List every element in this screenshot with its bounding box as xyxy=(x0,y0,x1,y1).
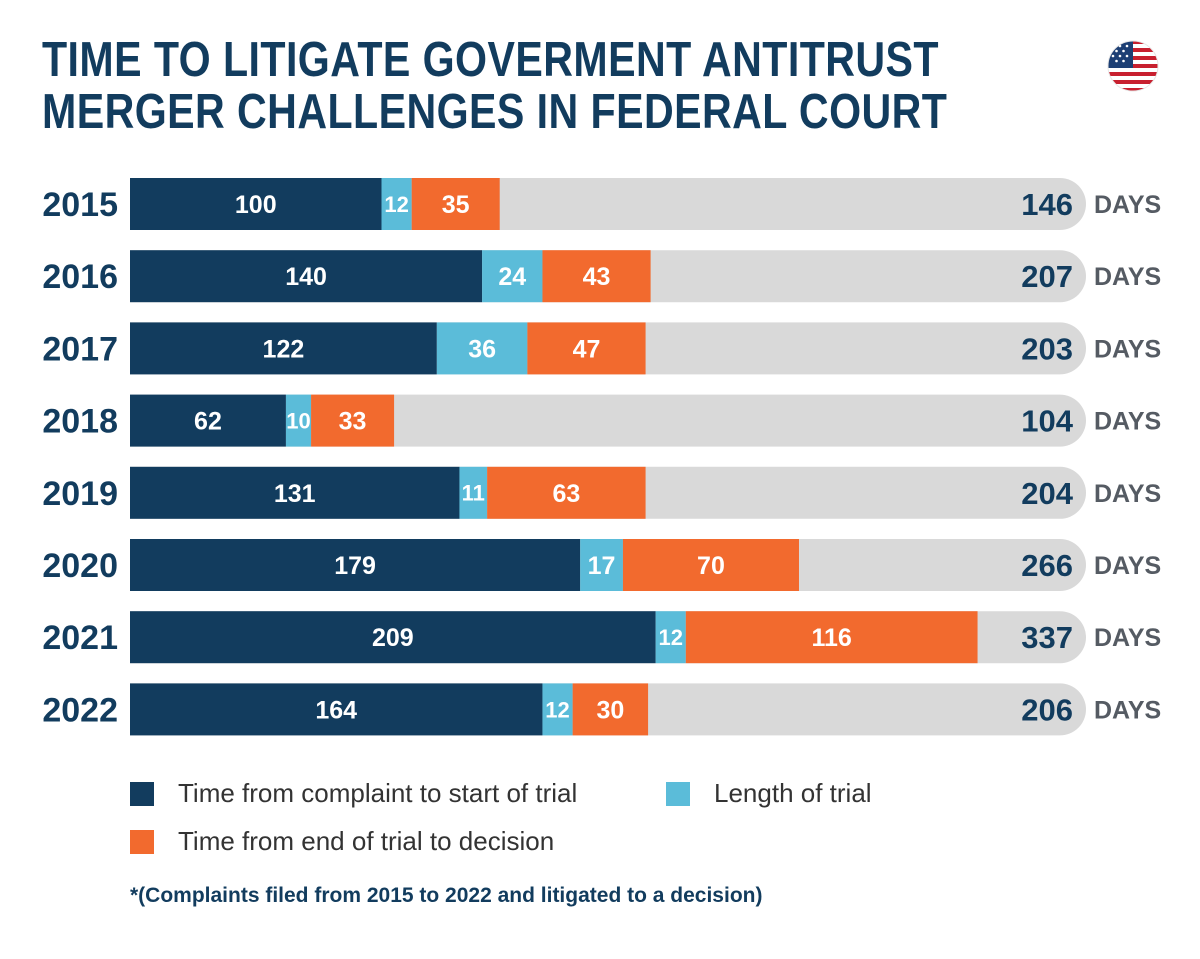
bar-segment-trial-to-decision-2016 xyxy=(542,250,651,303)
data-label-trial-to-decision-2017: 47 xyxy=(573,335,601,363)
legend-swatch-complaint-to-trial xyxy=(130,781,154,806)
bar-segment-trial-to-decision-2019 xyxy=(487,466,646,519)
total-unit-2020: DAYS xyxy=(1094,552,1161,580)
data-label-complaint-to-trial-2021: 209 xyxy=(372,624,414,652)
bar-segment-trial-to-decision-2018 xyxy=(311,394,395,447)
bar-segment-complaint-to-trial-2015 xyxy=(130,178,382,230)
category-label-2020: 2020 xyxy=(42,547,118,585)
data-label-trial-length-2017: 36 xyxy=(468,335,496,363)
total-unit-2021: DAYS xyxy=(1094,624,1161,652)
category-label-2021: 2021 xyxy=(42,619,118,657)
bar-segment-trial-length-2021 xyxy=(655,611,686,664)
us-flag-icon xyxy=(1107,40,1159,92)
data-label-trial-length-2016: 24 xyxy=(498,263,526,291)
bar-segment-trial-length-2022 xyxy=(542,683,573,736)
data-label-complaint-to-trial-2016: 140 xyxy=(285,263,327,291)
data-label-complaint-to-trial-2019: 131 xyxy=(274,480,316,508)
total-unit-2017: DAYS xyxy=(1094,335,1161,363)
category-label-2018: 2018 xyxy=(42,403,118,441)
bar-segment-trial-to-decision-2022 xyxy=(572,683,649,736)
legend-label-trial-length: Length of trial xyxy=(714,778,872,808)
bar-segment-complaint-to-trial-2019 xyxy=(130,466,460,519)
total-label-2020: 266 xyxy=(1021,548,1073,583)
legend-item-trial-to-decision: Time from end of trial to decision xyxy=(130,826,554,857)
data-label-trial-to-decision-2021: 116 xyxy=(812,624,852,652)
bar-segment-complaint-to-trial-2022 xyxy=(130,683,543,736)
bar-segment-complaint-to-trial-2016 xyxy=(130,250,483,303)
total-label-2015: 146 xyxy=(1021,187,1073,222)
bar-segment-trial-length-2019 xyxy=(459,466,488,519)
data-label-trial-to-decision-2015: 35 xyxy=(442,191,470,219)
total-label-2016: 207 xyxy=(1021,259,1073,294)
data-label-trial-to-decision-2020: 70 xyxy=(697,552,725,580)
bar-segment-trial-to-decision-2021 xyxy=(685,611,978,664)
total-label-2018: 104 xyxy=(1021,404,1073,439)
category-label-2017: 2017 xyxy=(42,330,118,368)
data-label-trial-to-decision-2016: 43 xyxy=(583,263,611,291)
data-label-complaint-to-trial-2018: 62 xyxy=(194,408,222,436)
bar-segment-trial-to-decision-2020 xyxy=(622,539,799,591)
category-label-2015: 2015 xyxy=(42,186,118,224)
data-label-trial-to-decision-2019: 63 xyxy=(552,480,580,508)
total-unit-2019: DAYS xyxy=(1094,480,1161,508)
legend-swatch-trial-length xyxy=(666,781,690,806)
bar-segment-complaint-to-trial-2021 xyxy=(130,611,656,664)
bar-segment-trial-to-decision-2015 xyxy=(411,178,500,230)
data-label-trial-length-2021: 12 xyxy=(658,625,682,650)
bar-segment-trial-length-2020 xyxy=(580,539,623,591)
bar-segment-trial-length-2018 xyxy=(285,394,312,447)
data-label-trial-length-2020: 17 xyxy=(588,552,616,580)
legend-label-trial-to-decision: Time from end of trial to decision xyxy=(178,826,555,856)
bar-segment-trial-length-2017 xyxy=(436,322,528,375)
data-label-trial-to-decision-2018: 33 xyxy=(339,408,367,436)
data-label-trial-length-2015: 12 xyxy=(384,192,408,217)
data-label-complaint-to-trial-2015: 100 xyxy=(235,191,277,219)
legend-swatch-trial-to-decision xyxy=(130,829,154,854)
total-label-2021: 337 xyxy=(1021,620,1073,655)
total-unit-2018: DAYS xyxy=(1094,408,1161,436)
category-label-2016: 2016 xyxy=(42,258,118,296)
footnote: *(Complaints filed from 2015 to 2022 and… xyxy=(130,884,763,907)
total-label-2022: 206 xyxy=(1021,692,1073,727)
chart-title: TIME TO LITIGATE GOVERMENT ANTITRUST MER… xyxy=(42,33,948,139)
data-label-trial-length-2022: 12 xyxy=(545,697,569,722)
total-label-2017: 203 xyxy=(1021,331,1073,366)
data-label-complaint-to-trial-2020: 179 xyxy=(334,552,376,580)
bar-segment-trial-length-2016 xyxy=(482,250,543,303)
stacked-bar-chart: 2015 100 12 35 146 DAYS 2016 140 24 43 207 DAYS 2017… xyxy=(42,178,1161,736)
chart-title-line-2: MERGER CHALLENGES IN FEDERAL COURT xyxy=(42,85,948,139)
legend-label-complaint-to-trial: Time from complaint to start of trial xyxy=(178,778,578,808)
bar-segment-complaint-to-trial-2017 xyxy=(130,322,437,375)
total-unit-2016: DAYS xyxy=(1094,263,1161,291)
total-unit-2015: DAYS xyxy=(1094,191,1161,219)
bar-segment-complaint-to-trial-2018 xyxy=(130,394,286,447)
data-label-complaint-to-trial-2022: 164 xyxy=(315,696,357,724)
legend-item-trial-length: Length of trial xyxy=(666,778,872,809)
bar-segment-trial-length-2015 xyxy=(381,178,412,230)
category-label-2019: 2019 xyxy=(42,475,118,513)
total-unit-2022: DAYS xyxy=(1094,696,1161,724)
data-label-complaint-to-trial-2017: 122 xyxy=(263,335,305,363)
total-label-2019: 204 xyxy=(1021,476,1073,511)
data-label-trial-length-2018: 10 xyxy=(286,409,310,434)
chart-title-line-1: TIME TO LITIGATE GOVERMENT ANTITRUST xyxy=(42,33,939,87)
bar-segment-complaint-to-trial-2020 xyxy=(130,539,581,591)
data-label-trial-to-decision-2022: 30 xyxy=(596,696,624,724)
bar-segment-trial-to-decision-2017 xyxy=(527,322,646,375)
legend-item-complaint-to-trial: Time from complaint to start of trial xyxy=(130,778,577,809)
data-label-trial-length-2019: 11 xyxy=(462,481,485,506)
category-label-2022: 2022 xyxy=(42,691,118,729)
